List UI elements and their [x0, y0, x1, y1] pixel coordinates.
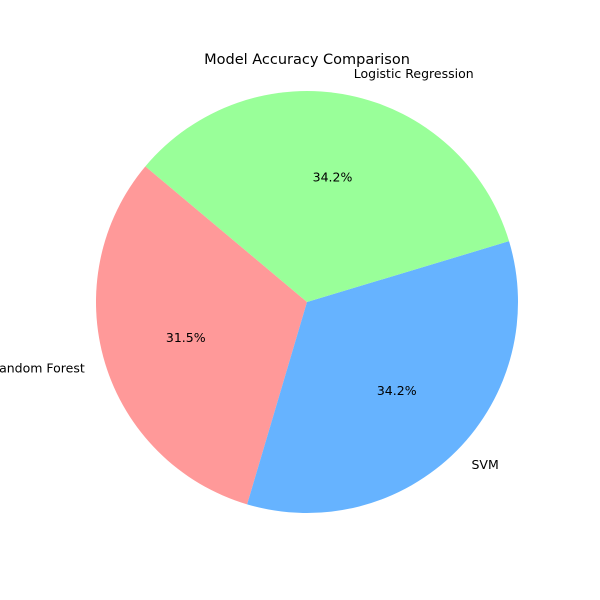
- slice-label-svm: SVM: [472, 457, 499, 472]
- pct-label-random-forest: 31.5%: [166, 330, 206, 345]
- chart-title: Model Accuracy Comparison: [204, 52, 410, 68]
- slice-label-logistic-regression: Logistic Regression: [354, 66, 474, 81]
- pct-label-logistic-regression: 34.2%: [313, 169, 353, 184]
- pie-slice-random-forest: [95, 166, 307, 505]
- pie-slice-logistic-regression: [145, 91, 510, 303]
- pie-slices: [95, 91, 518, 514]
- slice-label-random-forest: Random Forest: [0, 360, 85, 375]
- pct-label-svm: 34.2%: [377, 383, 417, 398]
- pie-labels: Random Forest 31.5% SVM 34.2% Logistic Regre…: [0, 66, 499, 472]
- pie-slice-svm: [247, 241, 518, 514]
